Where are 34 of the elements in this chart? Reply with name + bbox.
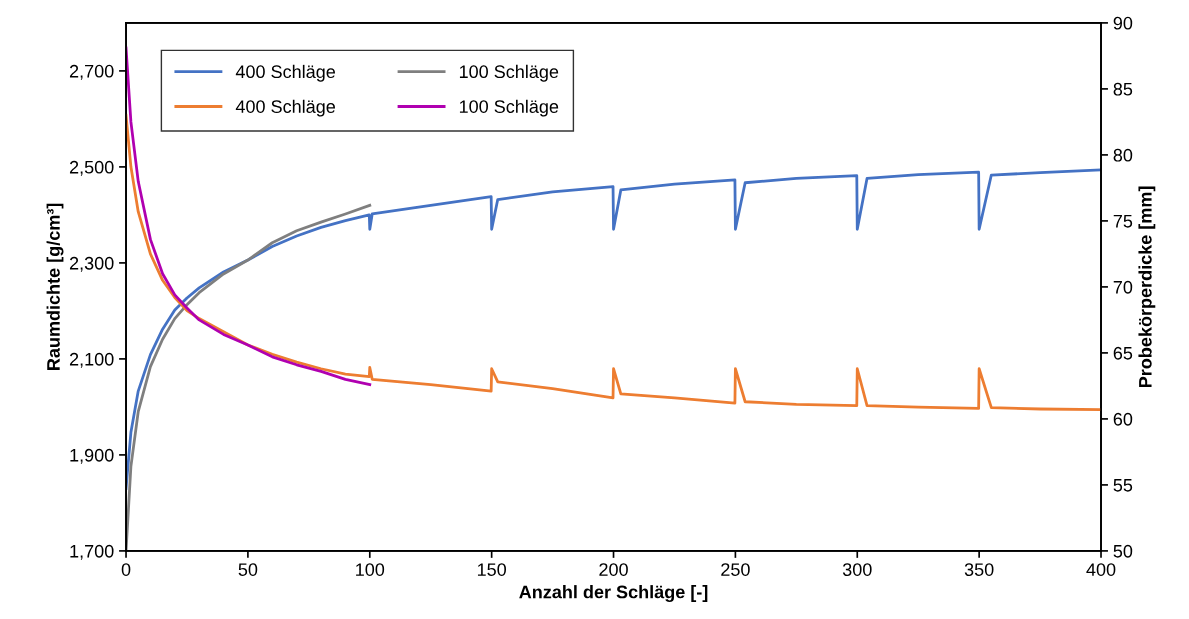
x-axis-title: Anzahl der Schläge [-] [519,585,708,603]
y2-axis-title: Probekörperdicke [mm] [1138,186,1156,388]
line-series [126,168,1102,490]
y-tick-label: 1,900 [70,448,114,464]
y2-tick-label: 50 [1113,544,1133,558]
y-tick-label: 2,500 [69,160,114,176]
x-tick-label: 100 [356,563,385,576]
y2-tick-label: 65 [1113,346,1133,360]
line-series [126,203,372,551]
x-tick-label: 0 [121,563,131,576]
x-tick-label: 300 [842,563,872,576]
x-tick-label: 150 [477,563,507,576]
legend-label: 100 Schläge [459,99,559,117]
y2-tick-label: 60 [1113,412,1133,426]
legend-label: 400 Schläge [235,99,335,117]
legend-label: 400 Schläge [235,64,335,82]
y-tick-label: 2,300 [69,256,114,272]
y2-tick-label: 75 [1113,215,1133,228]
y2-tick-label: 80 [1113,148,1133,162]
x-tick-label: 50 [238,563,258,576]
x-tick-label: 200 [599,563,628,576]
y2-tick-label: 55 [1113,479,1133,492]
y2-tick-label: 70 [1113,280,1133,294]
line-series [126,46,372,386]
y-tick-label: 2,100 [69,352,114,368]
x-tick-label: 250 [721,563,750,576]
x-tick-label: 350 [964,563,994,576]
x-tick-label: 400 [1086,563,1116,576]
y-axis-title: Raumdichte [g/cm³] [46,203,64,370]
y-tick-label: 2,700 [69,64,114,80]
y2-tick-label: 85 [1113,82,1133,96]
legend-label: 100 Schläge [459,64,559,82]
y2-tick-label: 90 [1113,16,1133,30]
y-tick-label: 1,700 [70,544,114,560]
